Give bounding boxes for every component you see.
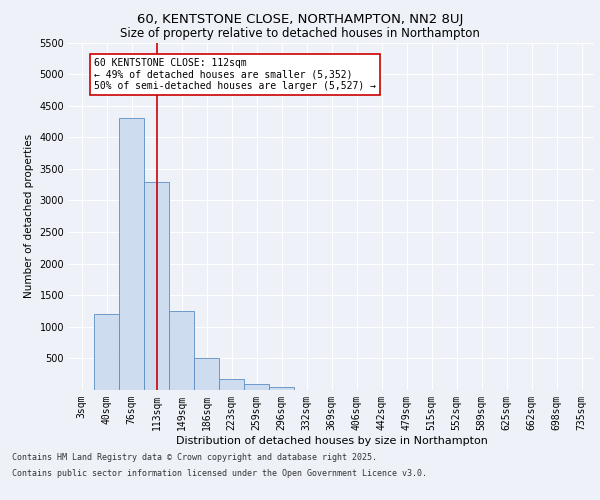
Text: Contains public sector information licensed under the Open Government Licence v3: Contains public sector information licen…	[12, 468, 427, 477]
Bar	[144, 182, 169, 390]
Bar	[219, 379, 244, 390]
X-axis label: Distribution of detached houses by size in Northampton: Distribution of detached houses by size …	[176, 436, 487, 446]
Bar	[94, 314, 119, 390]
Bar	[194, 358, 219, 390]
Bar	[244, 384, 269, 390]
Y-axis label: Number of detached properties: Number of detached properties	[24, 134, 34, 298]
Text: 60, KENTSTONE CLOSE, NORTHAMPTON, NN2 8UJ: 60, KENTSTONE CLOSE, NORTHAMPTON, NN2 8U…	[137, 12, 463, 26]
Text: 60 KENTSTONE CLOSE: 112sqm
← 49% of detached houses are smaller (5,352)
50% of s: 60 KENTSTONE CLOSE: 112sqm ← 49% of deta…	[94, 58, 376, 92]
Text: Size of property relative to detached houses in Northampton: Size of property relative to detached ho…	[120, 28, 480, 40]
Bar	[119, 118, 144, 390]
Bar	[169, 311, 194, 390]
Text: Contains HM Land Registry data © Crown copyright and database right 2025.: Contains HM Land Registry data © Crown c…	[12, 454, 377, 462]
Bar	[269, 387, 294, 390]
